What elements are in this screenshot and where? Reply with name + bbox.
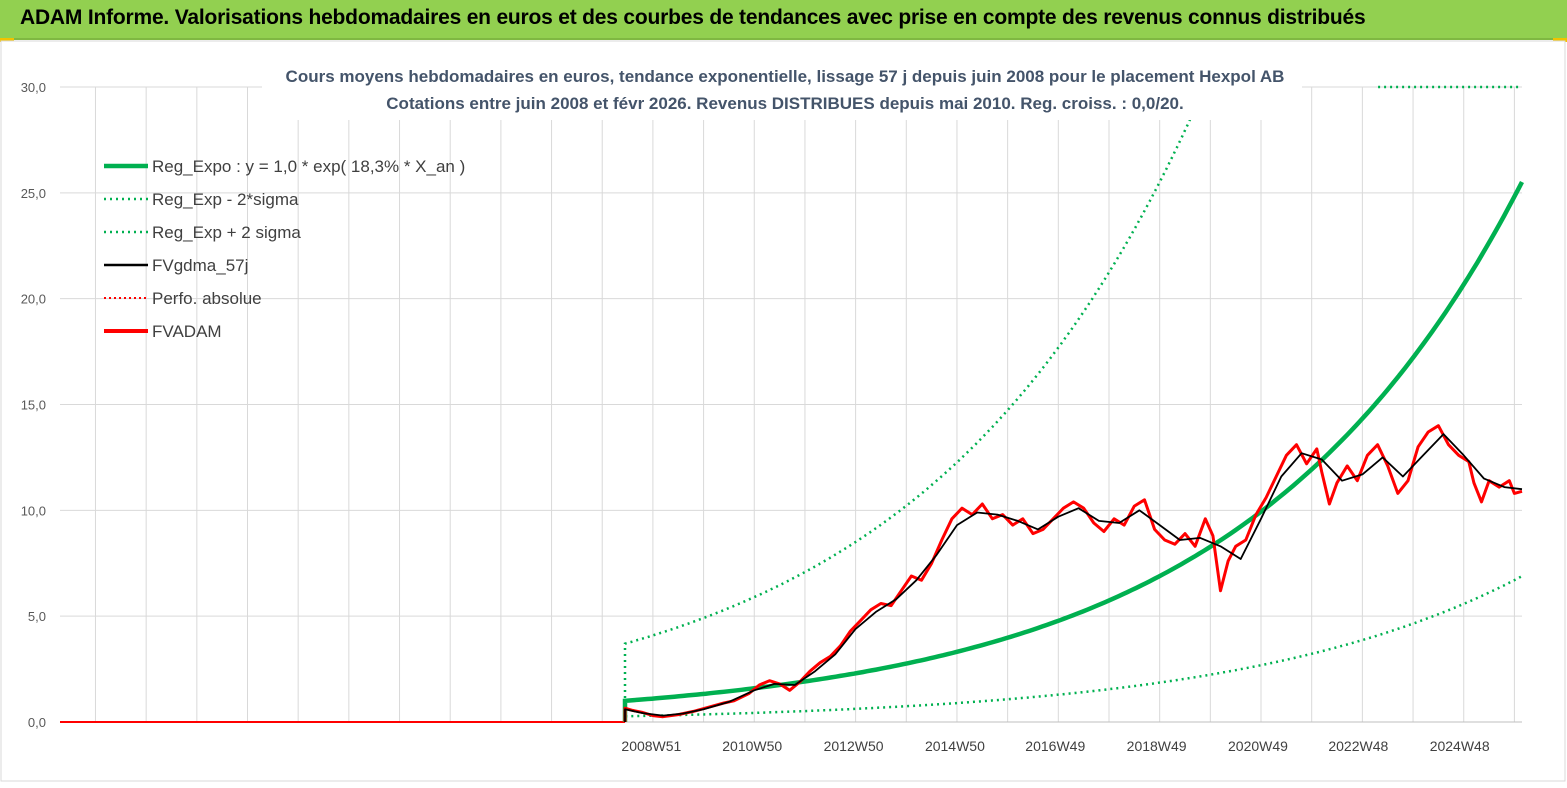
y-tick-label: 25,0 xyxy=(21,186,46,201)
x-tick-label: 2022W48 xyxy=(1328,738,1388,754)
legend-label-adam: FVADAM xyxy=(152,322,222,341)
fvgdma-line xyxy=(624,433,1523,722)
series-lines xyxy=(60,85,1524,723)
x-axis-ticks: 2008W51 2010W50 2012W50 2014W50 2016W49 2018W… xyxy=(621,738,1489,754)
x-tick-label: 2020W49 xyxy=(1228,738,1288,754)
y-tick-label: 5,0 xyxy=(28,609,46,624)
x-tick-label: 2016W49 xyxy=(1025,738,1085,754)
legend-label-reg: Reg_Expo : y = 1,0 * exp( 18,3% * X_an ) xyxy=(152,157,465,176)
line-chart: 0,0 5,0 10,0 15,0 20,0 25,0 30,0 2008W51 2010W5… xyxy=(0,40,1566,782)
y-tick-label: 0,0 xyxy=(28,715,46,730)
reg-expo-line xyxy=(622,180,1524,722)
legend-label-up: Reg_Exp + 2 sigma xyxy=(152,223,301,242)
x-tick-label: 2014W50 xyxy=(925,738,985,754)
x-tick-label: 2012W50 xyxy=(824,738,884,754)
legend: Reg_Expo : y = 1,0 * exp( 18,3% * X_an )… xyxy=(104,157,465,341)
chart-title-line1: Cours moyens hebdomadaires en euros, ten… xyxy=(286,67,1285,86)
chart-area: 0,0 5,0 10,0 15,0 20,0 25,0 30,0 2008W51 2010W5… xyxy=(0,40,1567,783)
legend-label-low: Reg_Exp - 2*sigma xyxy=(152,190,299,209)
grid-lines xyxy=(60,86,1522,723)
corner-mark-right xyxy=(1553,38,1567,42)
x-tick-label: 2018W49 xyxy=(1127,738,1187,754)
fvadam-line xyxy=(623,424,1523,722)
report-title: ADAM Informe. Valorisations hebdomadaire… xyxy=(20,6,1366,29)
x-tick-label: 2010W50 xyxy=(722,738,782,754)
y-tick-label: 30,0 xyxy=(21,80,46,95)
chart-title-line2: Cotations entre juin 2008 et févr 2026. … xyxy=(386,94,1183,113)
reg-lower-line xyxy=(623,575,1523,722)
x-tick-label: 2008W51 xyxy=(621,738,681,754)
x-tick-label: 2024W48 xyxy=(1430,738,1490,754)
reg-upper-line xyxy=(623,88,1205,722)
y-tick-label: 15,0 xyxy=(21,398,46,413)
plot-border xyxy=(0,40,1566,782)
legend-label-gdma: FVgdma_57j xyxy=(152,256,248,275)
y-tick-label: 10,0 xyxy=(21,503,46,518)
y-axis-ticks: 0,0 5,0 10,0 15,0 20,0 25,0 30,0 xyxy=(21,80,46,730)
y-tick-label: 20,0 xyxy=(21,292,46,307)
corner-mark-left xyxy=(0,38,14,42)
chart-title-background xyxy=(262,62,1302,120)
report-banner: ADAM Informe. Valorisations hebdomadaire… xyxy=(0,0,1567,40)
legend-label-perf: Perfo. absolue xyxy=(152,289,262,308)
